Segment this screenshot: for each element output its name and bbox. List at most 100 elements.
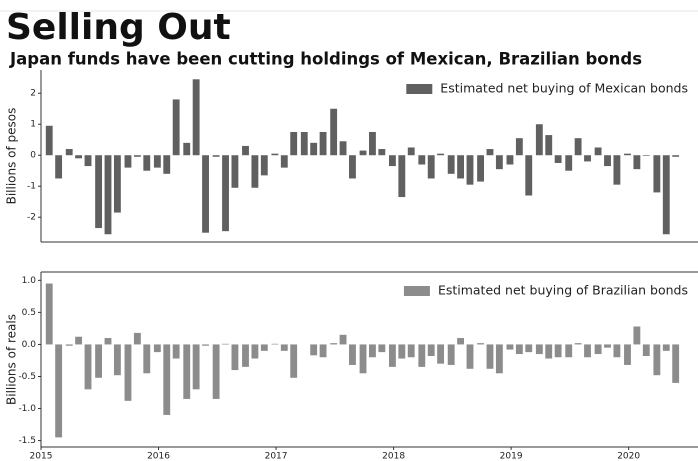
bar (113, 155, 121, 213)
bar (574, 343, 582, 345)
y-tick-label: 1.0 (22, 276, 37, 286)
bar (565, 344, 573, 358)
bar (75, 155, 83, 159)
bar (398, 344, 406, 359)
bar (407, 147, 415, 156)
bar (477, 343, 484, 345)
bar (124, 344, 132, 401)
bar (260, 155, 268, 176)
bar (495, 344, 503, 374)
bar (192, 79, 200, 156)
bar (65, 344, 73, 346)
bar (388, 344, 396, 367)
bar (653, 155, 661, 193)
bar (457, 338, 465, 345)
bar (310, 142, 318, 156)
bar (604, 344, 611, 348)
bar (124, 155, 132, 168)
bar (202, 344, 209, 346)
bar (310, 344, 318, 356)
bar (84, 344, 92, 390)
y-tick-label: 2 (30, 89, 36, 99)
bar (212, 344, 220, 399)
bar (604, 155, 611, 167)
x-tick-label: 2017 (265, 452, 288, 461)
bar (427, 344, 435, 356)
bar (388, 155, 396, 167)
bar (75, 336, 83, 345)
bar (330, 343, 338, 345)
bar (202, 155, 209, 233)
x-tick-label: 2015 (30, 452, 53, 461)
bar (418, 344, 426, 367)
bar (495, 155, 503, 170)
y-tick-label: -1.5 (18, 436, 36, 446)
bar (545, 344, 553, 359)
subtitle: Japan funds have been cutting holdings o… (9, 50, 642, 69)
bar (222, 343, 229, 345)
bar (231, 344, 239, 371)
bar (231, 155, 239, 188)
bar (447, 155, 455, 174)
bar (662, 344, 670, 351)
bar (624, 344, 631, 365)
bar (349, 155, 356, 179)
bar (271, 343, 279, 345)
y-tick-label: -1.0 (18, 404, 36, 414)
bar (565, 155, 573, 171)
bar (672, 155, 680, 157)
bar (290, 344, 298, 378)
bar (672, 344, 680, 383)
bar (183, 142, 191, 156)
bar (183, 344, 191, 399)
legend-label: Estimated net buying of Brazilian bonds (438, 283, 688, 298)
bar (45, 125, 53, 156)
bar (163, 155, 171, 174)
x-tick-label: 2019 (500, 452, 523, 461)
x-tick-label: 2018 (382, 452, 405, 461)
bar (633, 326, 641, 345)
bar (95, 155, 103, 229)
bar (369, 131, 376, 156)
bar (525, 344, 533, 353)
bar (633, 155, 641, 170)
bar (153, 344, 161, 353)
bar (506, 344, 514, 350)
bar (613, 344, 621, 358)
bar (486, 149, 494, 156)
bar (515, 138, 523, 156)
y-tick-label: 0.0 (22, 340, 37, 350)
legend-swatch (403, 286, 430, 296)
legend-label: Estimated net buying of Mexican bonds (440, 81, 688, 96)
bar (104, 338, 112, 345)
bar (457, 155, 465, 179)
bar (84, 155, 92, 167)
bar (642, 344, 650, 356)
bar (95, 344, 103, 378)
title: Selling Out (6, 7, 231, 48)
bar (45, 283, 53, 345)
bar (642, 155, 650, 156)
bar (584, 155, 591, 162)
bar (260, 344, 268, 351)
bar (242, 145, 249, 156)
bar (330, 108, 338, 156)
bar (574, 138, 582, 156)
bar (143, 155, 151, 171)
y-tick-label: -0.5 (18, 372, 36, 382)
bar (398, 155, 406, 198)
bar (466, 155, 474, 185)
bar (319, 131, 327, 156)
bar (172, 344, 180, 359)
bar (653, 344, 661, 376)
bar (113, 344, 121, 376)
bar (163, 344, 171, 415)
bar (624, 153, 631, 156)
y-tick-label: -1 (27, 182, 36, 192)
legend-swatch (406, 84, 433, 94)
bar (349, 344, 356, 365)
bar (222, 155, 229, 232)
bar (594, 147, 602, 156)
bar (369, 344, 376, 358)
